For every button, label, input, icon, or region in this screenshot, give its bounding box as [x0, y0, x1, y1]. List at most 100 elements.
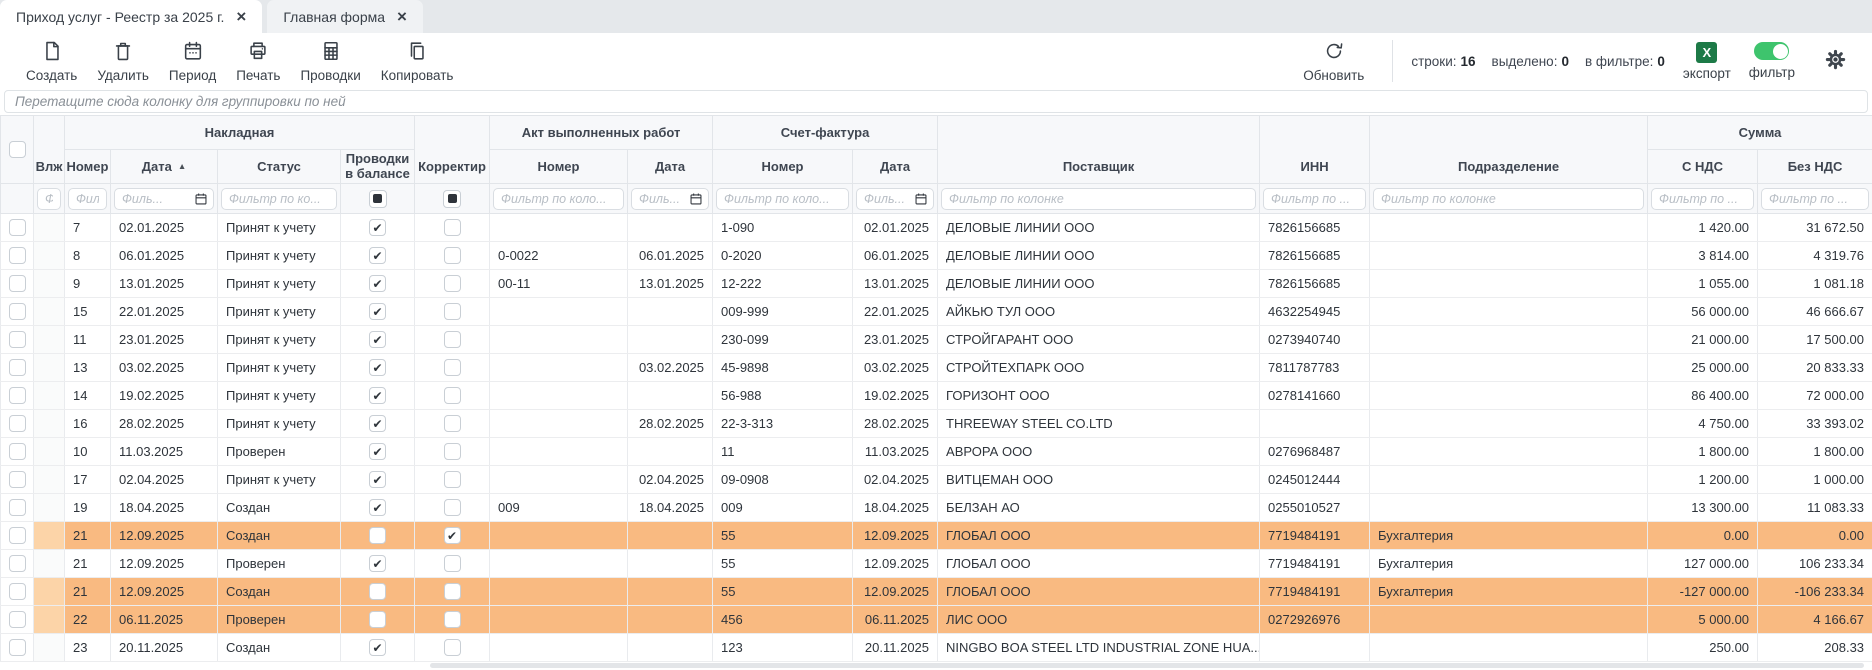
- cell-attach[interactable]: [33, 381, 65, 410]
- column-header-inv-date[interactable]: Дата: [852, 149, 939, 184]
- column-header-correction[interactable]: Корректир: [414, 115, 491, 184]
- row-select-checkbox[interactable]: [8, 331, 26, 349]
- cell-department[interactable]: [1369, 381, 1649, 410]
- cell-posted[interactable]: [339, 605, 416, 634]
- cell-act-date[interactable]: [627, 213, 714, 242]
- cell-date[interactable]: 22.01.2025: [110, 297, 218, 326]
- supplier-filter-input[interactable]: [941, 187, 1257, 210]
- cell-posted[interactable]: ✔: [339, 353, 416, 382]
- cell-status[interactable]: Принят к учету: [217, 297, 341, 326]
- cell-act-num[interactable]: 009: [489, 493, 629, 522]
- cell-supplier[interactable]: NINGBO BOA STEEL LTD INDUSTRIAL ZONE HUA…: [937, 633, 1261, 662]
- cell-num[interactable]: 16: [64, 409, 111, 438]
- cell-attach[interactable]: [33, 605, 65, 634]
- cell-attach[interactable]: [33, 577, 65, 606]
- cell-supplier[interactable]: THREEWAY STEEL CO.LTD: [937, 409, 1261, 438]
- cell-department[interactable]: Бухгалтерия: [1369, 577, 1649, 606]
- row-select-checkbox[interactable]: [8, 527, 26, 545]
- cell-sel[interactable]: [0, 549, 34, 578]
- cell-inn[interactable]: 0245012444: [1259, 465, 1371, 494]
- cell-with-vat[interactable]: -127 000.00: [1647, 577, 1759, 606]
- cell-posted[interactable]: ✔: [339, 269, 416, 298]
- cell-inv-num[interactable]: 55: [712, 521, 854, 550]
- refresh-button[interactable]: Обновить: [1293, 38, 1374, 85]
- cell-sel[interactable]: [0, 297, 34, 326]
- column-header-department[interactable]: Подразделение: [1369, 115, 1649, 184]
- cell-act-num[interactable]: [489, 521, 629, 550]
- cell-without-vat[interactable]: 46 666.67: [1757, 297, 1872, 326]
- table-row[interactable]: 21 12.09.2025 Создан 55 12.09.2025 ГЛОБАЛ ООО…: [0, 577, 1872, 606]
- cell-inn[interactable]: 0278141660: [1259, 381, 1371, 410]
- cell-act-num[interactable]: [489, 297, 629, 326]
- with-vat-filter-input[interactable]: [1651, 187, 1755, 210]
- cell-supplier[interactable]: ЛИС ООО: [937, 605, 1261, 634]
- select-all-checkbox[interactable]: [8, 141, 26, 159]
- cell-act-num[interactable]: [489, 213, 629, 242]
- cell-posted[interactable]: ✔: [339, 437, 416, 466]
- cell-inv-date[interactable]: 02.04.2025: [852, 465, 939, 494]
- cell-correction[interactable]: [414, 633, 491, 662]
- posted-checkbox[interactable]: [369, 527, 386, 545]
- cell-date[interactable]: 12.09.2025: [110, 577, 218, 606]
- cell-num[interactable]: 17: [64, 465, 111, 494]
- cell-with-vat[interactable]: 250.00: [1647, 633, 1759, 662]
- cell-inv-date[interactable]: 06.01.2025: [852, 241, 939, 270]
- cell-act-num[interactable]: [489, 633, 629, 662]
- column-header-act-date[interactable]: Дата: [627, 149, 714, 184]
- group-by-drop-zone[interactable]: Перетащите сюда колонку для группировки …: [4, 90, 1868, 113]
- cell-attach[interactable]: [33, 241, 65, 270]
- cell-supplier[interactable]: ГЛОБАЛ ООО: [937, 521, 1261, 550]
- cell-date[interactable]: 02.04.2025: [110, 465, 218, 494]
- cell-sel[interactable]: [0, 353, 34, 382]
- cell-act-num[interactable]: [489, 409, 629, 438]
- cell-num[interactable]: 14: [64, 381, 111, 410]
- posted-checkbox[interactable]: ✔: [369, 303, 386, 321]
- cell-inv-date[interactable]: 20.11.2025: [852, 633, 939, 662]
- cell-status[interactable]: Принят к учету: [217, 213, 341, 242]
- posted-checkbox[interactable]: ✔: [369, 471, 386, 489]
- create-button[interactable]: Создать: [16, 38, 87, 85]
- cell-attach[interactable]: [33, 633, 65, 662]
- cell-sel[interactable]: [0, 325, 34, 354]
- posted-checkbox[interactable]: ✔: [369, 639, 386, 657]
- cell-department[interactable]: [1369, 269, 1649, 298]
- cell-act-date[interactable]: 03.02.2025: [627, 353, 714, 382]
- cell-act-num[interactable]: 0-0022: [489, 241, 629, 270]
- cell-act-num[interactable]: [489, 325, 629, 354]
- cell-inv-num[interactable]: 0-2020: [712, 241, 854, 270]
- cell-supplier[interactable]: СТРОЙТЕХПАРК ООО: [937, 353, 1261, 382]
- cell-inv-date[interactable]: 13.01.2025: [852, 269, 939, 298]
- cell-attach[interactable]: [33, 521, 65, 550]
- cell-inv-num[interactable]: 12-222: [712, 269, 854, 298]
- cell-with-vat[interactable]: 13 300.00: [1647, 493, 1759, 522]
- correction-filter-checkbox[interactable]: [443, 189, 462, 208]
- cell-sel[interactable]: [0, 437, 34, 466]
- posted-checkbox[interactable]: [369, 583, 386, 601]
- cell-sel[interactable]: [0, 633, 34, 662]
- copy-button[interactable]: Копировать: [371, 38, 464, 85]
- correction-checkbox[interactable]: [443, 443, 461, 461]
- cell-num[interactable]: 15: [64, 297, 111, 326]
- inn-filter-input[interactable]: [1263, 187, 1367, 210]
- close-icon[interactable]: ×: [236, 7, 247, 26]
- row-select-checkbox[interactable]: [8, 275, 26, 293]
- cell-attach[interactable]: [33, 465, 65, 494]
- cell-with-vat[interactable]: 0.00: [1647, 521, 1759, 550]
- cell-posted[interactable]: ✔: [339, 465, 416, 494]
- correction-checkbox[interactable]: [443, 639, 461, 657]
- cell-status[interactable]: Принят к учету: [217, 353, 341, 382]
- cell-without-vat[interactable]: 1 081.18: [1757, 269, 1872, 298]
- cell-correction[interactable]: [414, 241, 491, 270]
- correction-checkbox[interactable]: ✔: [443, 527, 461, 545]
- cell-inv-date[interactable]: 12.09.2025: [852, 549, 939, 578]
- row-select-checkbox[interactable]: [8, 219, 26, 237]
- row-select-checkbox[interactable]: [8, 583, 26, 601]
- cell-supplier[interactable]: ДЕЛОВЫЕ ЛИНИИ ООО: [937, 241, 1261, 270]
- table-row[interactable]: 16 28.02.2025 Принят к учету ✔ 28.02.2025 22-…: [0, 409, 1872, 438]
- cell-without-vat[interactable]: 106 233.34: [1757, 549, 1872, 578]
- cell-num[interactable]: 21: [64, 577, 111, 606]
- cell-department[interactable]: [1369, 213, 1649, 242]
- cell-without-vat[interactable]: 4 319.76: [1757, 241, 1872, 270]
- cell-correction[interactable]: [414, 297, 491, 326]
- cell-date[interactable]: 13.01.2025: [110, 269, 218, 298]
